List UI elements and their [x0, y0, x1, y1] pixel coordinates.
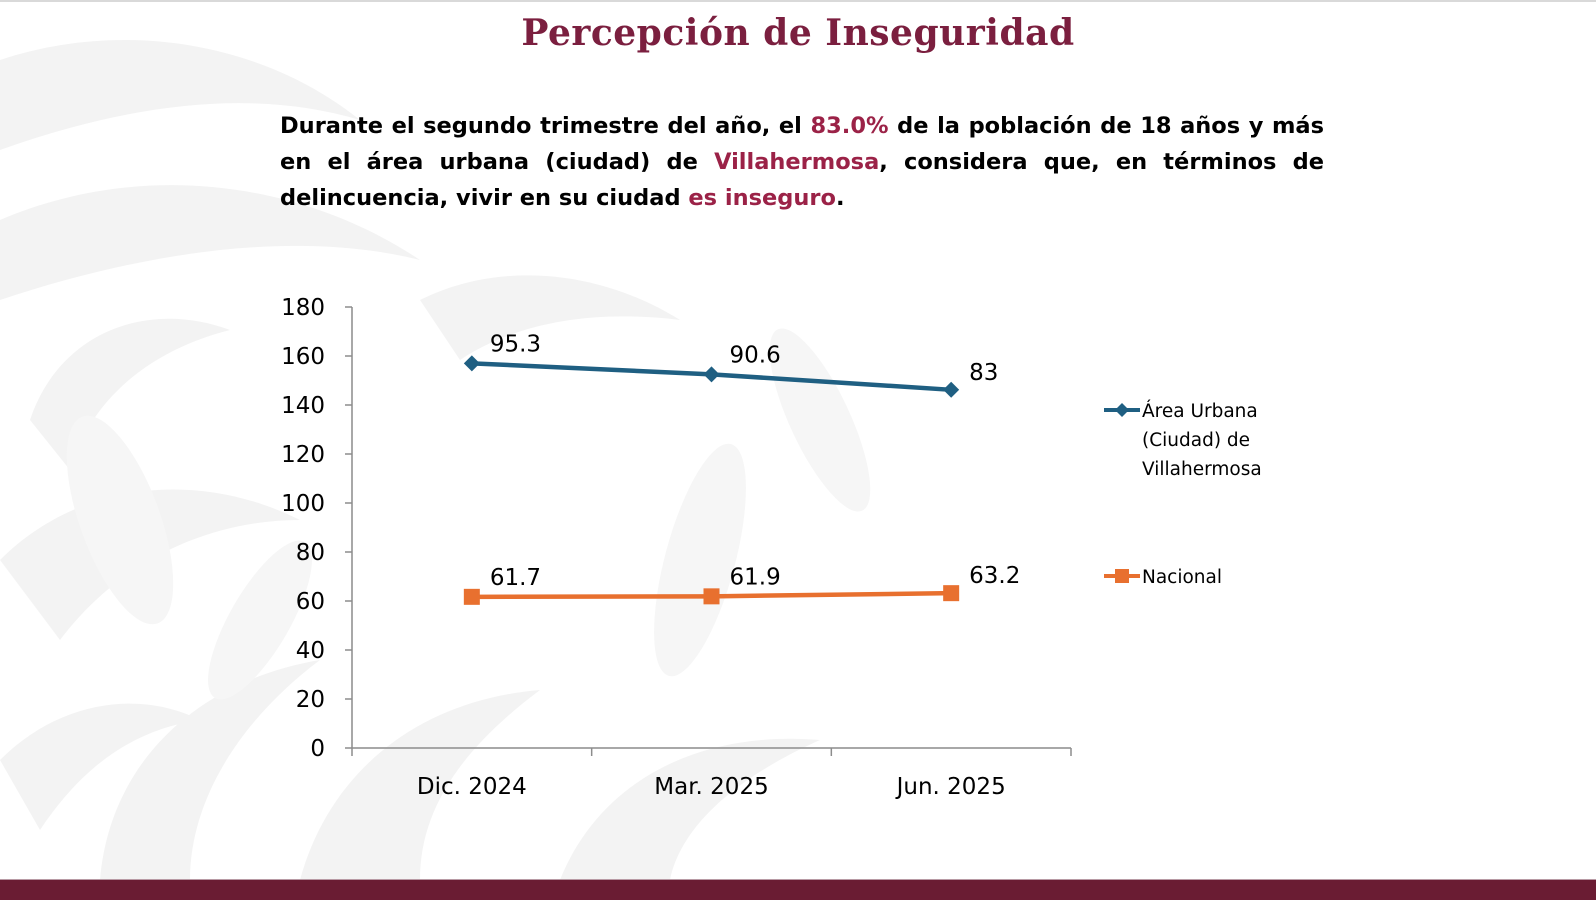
footer-band: [0, 879, 1596, 900]
background-swirl-pattern: [0, 40, 820, 880]
chart-legend: Área Urbana (Ciudad) de Villahermosa Nacion…: [1104, 400, 1262, 588]
urban-series-point: [463, 355, 480, 372]
summary-text-4: .: [835, 185, 845, 211]
legend-national-marker: [1115, 569, 1129, 583]
y-tick-label: 140: [281, 393, 325, 419]
national-series-data-label: 61.9: [730, 564, 781, 590]
national-series-point: [943, 585, 960, 602]
y-tick-label: 60: [296, 589, 325, 615]
national-series-point: [463, 588, 480, 605]
urban-series-data-label: 95.3: [490, 331, 541, 357]
national-series-data-label: 63.2: [969, 563, 1020, 589]
chart-series: 61.7 61.9 63.2 95.3 90.6 83: [463, 331, 1020, 605]
y-tick-label: 160: [281, 344, 325, 370]
national-series-point: [703, 588, 720, 605]
y-tick-label: 180: [281, 295, 325, 321]
urban-series-point: [943, 381, 960, 398]
summary-text-2: de la población de 18 años y más en el á…: [280, 113, 1325, 175]
y-tick-label: 40: [296, 638, 325, 664]
y-tick-label: 100: [281, 491, 325, 517]
y-tick-label: 0: [310, 736, 325, 762]
urban-series-point: [703, 366, 720, 383]
highlight-percentage: 83.0%: [810, 113, 889, 139]
legend-urban-marker: [1115, 403, 1129, 417]
highlight-city: Villahermosa: [714, 149, 880, 175]
urban-series-data-label: 90.6: [730, 342, 781, 368]
slide-title: Percepción de Inseguridad: [521, 12, 1075, 54]
y-tick-label: 120: [281, 442, 325, 468]
national-series-data-label: 61.7: [490, 565, 541, 591]
summary-paragraph: Durante el segundo trimestre del año, el…: [280, 108, 1324, 216]
y-tick-label: 20: [296, 687, 325, 713]
chart-axes: 0 20 40 60 80 100 120 140 160 180 Dic. 2024 Mar. 20…: [281, 295, 1072, 800]
urban-series-data-label: 83: [969, 360, 998, 386]
y-tick-label: 80: [296, 540, 325, 566]
x-tick-label: Mar. 2025: [654, 774, 768, 800]
summary-text-3: , considera que, en términos de delincue…: [280, 149, 1324, 211]
legend-urban-label: (Ciudad) de: [1142, 430, 1250, 451]
x-tick-label: Dic. 2024: [417, 774, 527, 800]
legend-urban-label: Villahermosa: [1142, 459, 1262, 480]
summary-text-1: Durante el segundo trimestre del año, el: [280, 113, 811, 139]
top-border-line: [0, 0, 1596, 2]
legend-national-label: Nacional: [1142, 567, 1222, 588]
legend-urban-label: Área Urbana: [1142, 400, 1258, 422]
highlight-insecure: es inseguro: [688, 185, 836, 211]
x-tick-label: Jun. 2025: [895, 774, 1006, 800]
